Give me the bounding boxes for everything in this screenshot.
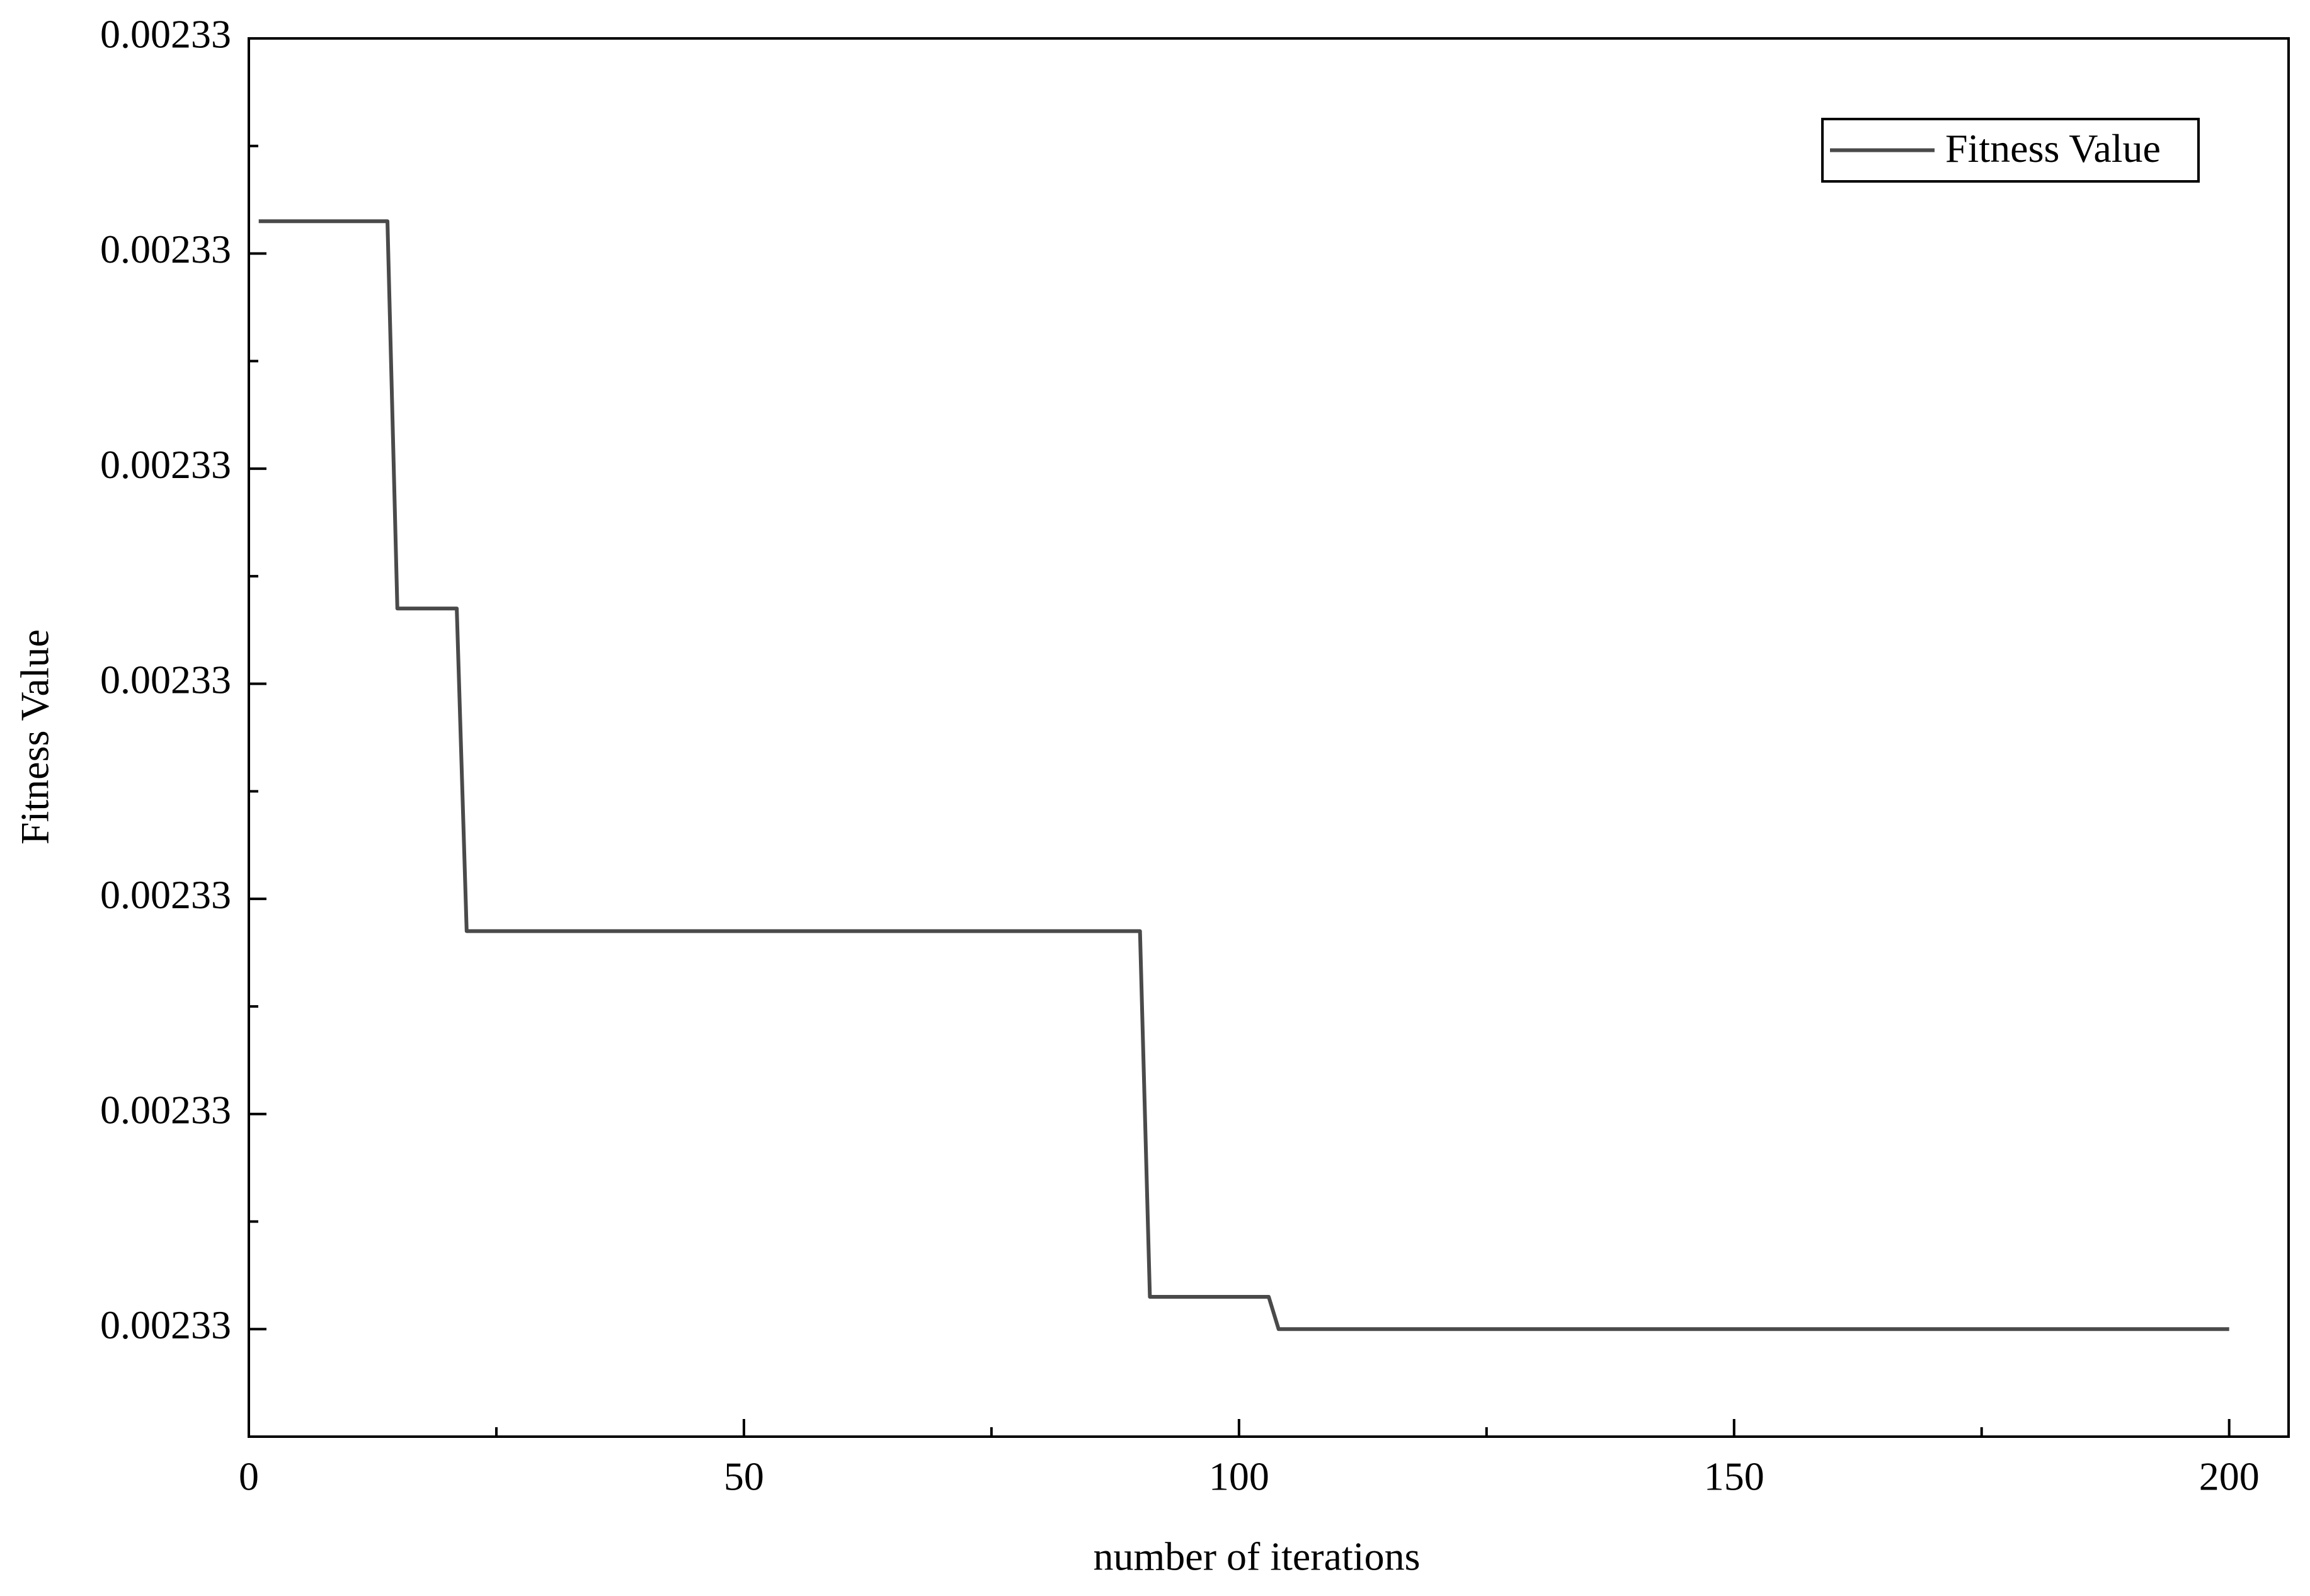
x-axis-label: number of iterations [1094, 1534, 1421, 1579]
y-tick-label: 0.00233 [100, 872, 231, 917]
y-tick-label: 0.00233 [100, 1302, 231, 1347]
y-tick-label: 0.00233 [100, 1087, 231, 1132]
plot-frame [248, 37, 2290, 1438]
y-tick-label: 0.00233 [100, 12, 231, 57]
y-tick-label: 0.00233 [100, 657, 231, 702]
x-tick-label: 50 [724, 1454, 764, 1499]
y-tick-label: 0.00233 [100, 227, 231, 271]
y-tick-label: 0.00233 [100, 442, 231, 487]
data-line [258, 219, 2229, 1331]
legend-label: Fitness Value [1945, 126, 2161, 171]
x-tick-label: 100 [1209, 1454, 1269, 1499]
x-tick-label: 0 [239, 1454, 259, 1499]
x-tick-label: 200 [2199, 1454, 2260, 1499]
y-axis-label: Fitness Value [13, 629, 57, 845]
x-tick-label: 150 [1704, 1454, 1764, 1499]
